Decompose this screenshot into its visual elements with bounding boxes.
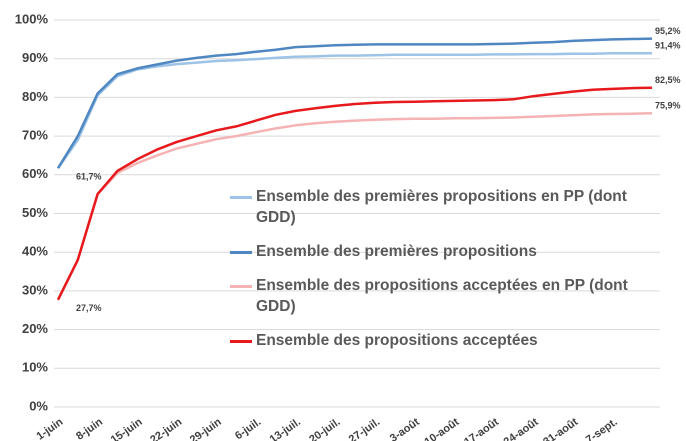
x-tick-label: 13-juil. [268,416,303,441]
legend-entry: Ensemble des premières propositions [230,241,670,262]
legend-swatch [230,340,252,343]
x-tick-label: 24-août [502,416,541,441]
x-tick-label: 3-août [388,416,422,441]
x-tick-label: 15-juin [109,416,145,441]
x-tick-label: 17-août [462,416,501,441]
x-tick-label: 27-juil. [347,416,382,441]
data-label: 61,7% [76,172,102,182]
y-tick-label: 90% [22,50,48,65]
legend-label: Ensemble des propositions acceptées en P… [256,277,628,315]
x-tick-label: 29-juin [188,416,224,441]
legend-entry: Ensemble des premières propositions en P… [230,186,670,228]
x-tick-label: 20-juil. [307,416,342,441]
y-tick-label: 20% [22,321,48,336]
y-tick-label: 40% [22,244,48,259]
legend-swatch [230,251,252,254]
data-label: 27,7% [76,303,102,313]
x-tick-label: 10-août [422,416,461,441]
series-line [56,37,653,169]
y-tick-label: 10% [22,360,48,375]
x-tick-label: 6-juil. [233,416,263,441]
legend-entry: Ensemble des propositions acceptées [230,330,670,351]
legend-swatch [230,285,252,288]
x-tick-label: 8-juin [74,416,105,441]
x-tick-label: 7-sept. [584,416,620,441]
legend-label: Ensemble des premières propositions en P… [256,188,627,226]
series-line [56,112,653,301]
data-label: 95,2% [655,26,681,36]
data-label: 91,4% [655,41,681,51]
legend-swatch [230,196,252,199]
y-tick-label: 70% [22,128,48,143]
y-tick-label: 30% [22,282,48,297]
x-tick-label: 1-juin [34,416,65,441]
legend-entry: Ensemble des propositions acceptées en P… [230,275,670,317]
legend-label: Ensemble des propositions acceptées [256,332,538,349]
data-label: 75,9% [655,101,681,111]
x-tick-label: 22-juin [148,416,184,441]
y-tick-label: 100% [15,11,49,26]
y-tick-label: 50% [22,205,48,220]
y-tick-label: 80% [22,89,48,104]
x-tick-label: 31-août [541,416,580,441]
data-label: 82,5% [655,75,681,85]
legend-label: Ensemble des premières propositions [256,243,537,260]
series-line [56,52,652,169]
legend: Ensemble des premières propositions en P… [230,186,670,364]
y-tick-label: 0% [29,398,48,413]
series-line [56,86,653,301]
y-tick-label: 60% [22,166,48,181]
